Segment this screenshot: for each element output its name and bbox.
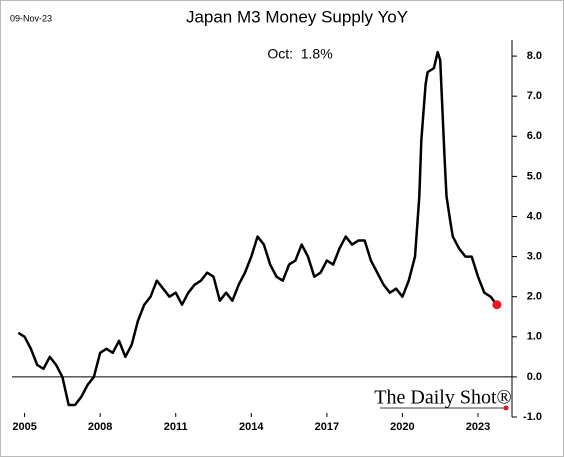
y-tick-label: 8.0 [527, 50, 542, 62]
x-tick-label: 2005 [12, 421, 36, 433]
x-tick-label: 2011 [164, 421, 188, 433]
y-tick-label: 6.0 [527, 130, 542, 142]
date-label: 09-Nov-23 [10, 13, 52, 23]
x-tick-label: 2017 [315, 421, 339, 433]
y-tick-label: 2.0 [527, 291, 542, 303]
y-tick-label: 3.0 [527, 251, 542, 263]
watermark-dot [503, 405, 509, 411]
y-tick-label: 4.0 [527, 210, 542, 222]
last-point [492, 300, 502, 310]
y-tick-label: 1.0 [527, 331, 542, 343]
y-tick-label: 5.0 [527, 170, 542, 182]
x-tick-label: 2020 [390, 421, 414, 433]
watermark: The Daily Shot® [374, 387, 511, 409]
chart-title: Japan M3 Money Supply YoY [186, 7, 408, 26]
x-tick-label: 2023 [466, 421, 490, 433]
y-tick-label: 7.0 [527, 90, 542, 102]
annotation: Oct: 1.8% [267, 46, 332, 62]
y-tick-label: 0.0 [527, 371, 542, 383]
x-tick-label: 2014 [239, 421, 264, 433]
line [17, 50, 498, 407]
y-tick-label: -1.0 [523, 411, 542, 423]
x-tick-label: 2008 [88, 421, 112, 433]
